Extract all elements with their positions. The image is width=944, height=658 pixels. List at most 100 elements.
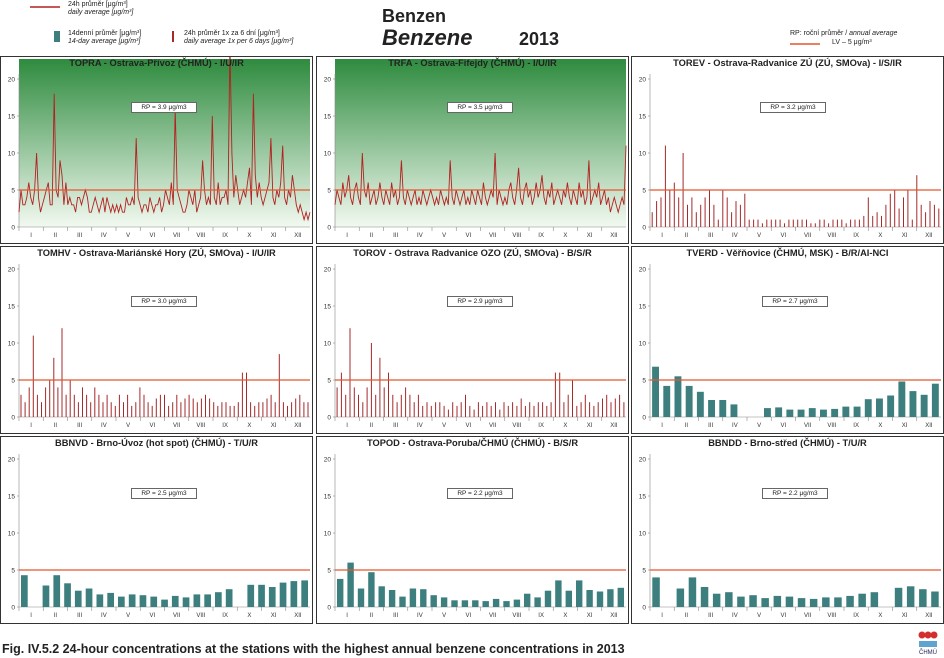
bar [266, 398, 268, 417]
x-tick-label: V [126, 613, 130, 619]
bar [349, 328, 351, 417]
bar [674, 376, 682, 417]
bar [204, 594, 211, 607]
bar [413, 402, 415, 417]
bar [507, 405, 509, 417]
y-tick-label: 0 [642, 225, 646, 232]
bar [150, 596, 158, 607]
bar [700, 204, 702, 227]
legend-fortnight-cs: 14denní průměr [μg/m³] [68, 30, 142, 37]
bar [623, 402, 625, 417]
x-tick-label: V [126, 423, 130, 429]
bar [303, 402, 305, 417]
chart-title-7: BBNVD - Brno-Úvoz (hot spot) (ČHMÚ) - T/… [55, 438, 258, 448]
bar [161, 599, 168, 607]
x-tick-label: X [563, 233, 567, 239]
y-tick-label: 15 [639, 114, 647, 121]
rp-label-5: RP = 2.9 μg/m3 [447, 296, 513, 307]
y-tick-label: 20 [8, 77, 16, 84]
bar [378, 586, 385, 607]
bar [82, 387, 83, 417]
bar [200, 398, 202, 417]
bar [73, 394, 75, 417]
chart-title-5: TOROV - Ostrava Radvanice OZO (ZÚ, SMOva… [353, 248, 592, 258]
bar [106, 394, 108, 417]
bar [607, 589, 614, 607]
bar [596, 591, 604, 607]
chart-title-3: TOREV - Ostrava-Radvanice ZÚ (ZÚ, SMOva)… [673, 58, 902, 68]
bar [889, 193, 891, 227]
x-tick-label: X [563, 423, 567, 429]
x-tick-label: XII [294, 233, 302, 239]
y-tick-label: 5 [642, 568, 646, 575]
bar [929, 201, 931, 227]
rp-label-9: RP = 2.2 μg/m3 [762, 488, 828, 499]
bar [806, 219, 807, 227]
bar [426, 402, 428, 417]
x-tick-label: III [77, 423, 82, 429]
chart-panel-4: 0 5 10 15 20 I II III IV V VI VII VIII IX X XI XII TOMHV… [0, 246, 313, 434]
bar [233, 405, 235, 417]
bar [933, 204, 935, 227]
x-tick-label: XI [271, 233, 277, 239]
bar [375, 394, 377, 417]
bar [225, 589, 233, 607]
x-tick-label: VII [804, 613, 812, 619]
y-tick-label: 20 [639, 267, 647, 274]
bar [764, 408, 771, 417]
bar [516, 405, 518, 417]
bar [656, 201, 658, 227]
bar [907, 190, 909, 227]
y-tick-label: 10 [324, 341, 332, 348]
bar [21, 575, 28, 607]
rp-label-4: RP = 3.0 μg/m3 [131, 296, 197, 307]
bar [554, 372, 556, 417]
bar [524, 405, 526, 417]
x-tick-label: V [757, 613, 761, 619]
bar [678, 197, 680, 227]
bar [704, 197, 706, 227]
x-tick-label: IV [417, 233, 423, 239]
bar [572, 380, 573, 417]
bar [176, 394, 178, 417]
bar [90, 402, 92, 417]
bar [290, 581, 298, 607]
legend-fortnight: 14denní průměr [μg/m³] 14-day average [μ… [68, 30, 141, 46]
x-tick-label: IX [222, 423, 228, 429]
bar [20, 394, 22, 417]
x-tick-label: X [247, 423, 251, 429]
bar [876, 398, 883, 417]
bar [820, 409, 827, 417]
x-tick-label: X [878, 613, 882, 619]
bar [430, 595, 437, 607]
bar [735, 201, 737, 227]
fortnight-bar-swatch [54, 31, 60, 42]
bar [430, 405, 432, 417]
daily-line-swatch [30, 6, 60, 8]
bar [695, 212, 697, 227]
x-tick-label: IV [732, 613, 738, 619]
bar [118, 394, 120, 417]
bar [673, 182, 675, 227]
bar [696, 391, 704, 417]
bar [405, 387, 407, 417]
bar [828, 223, 830, 227]
x-tick-label: I [30, 613, 32, 619]
x-tick-label: VI [466, 613, 472, 619]
x-tick-label: X [878, 423, 882, 429]
bar [477, 402, 479, 417]
bar [368, 572, 375, 607]
x-tick-label: XII [925, 423, 933, 429]
bar [193, 594, 201, 607]
bar [854, 219, 856, 227]
chart-title-9: BBNDD - Brno-střed (ČHMÚ) - T/U/R [708, 438, 867, 448]
bar [299, 394, 301, 417]
bar [127, 394, 129, 417]
bar [786, 409, 794, 417]
bar [61, 328, 63, 417]
bar [65, 394, 67, 417]
bar [617, 587, 624, 607]
bar [864, 399, 872, 417]
